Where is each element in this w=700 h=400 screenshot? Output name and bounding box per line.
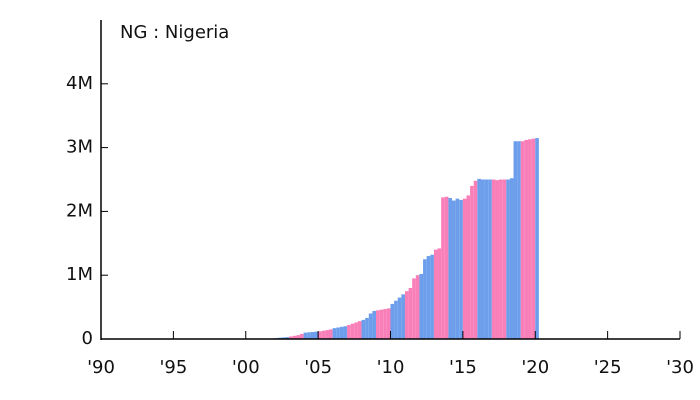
x-tick-label: '95	[159, 357, 187, 378]
x-tick-label: '05	[304, 357, 332, 378]
bar	[376, 310, 380, 339]
bar	[292, 335, 297, 339]
bar	[509, 178, 514, 339]
bar	[531, 138, 536, 339]
bar	[502, 179, 507, 339]
bar	[452, 200, 456, 339]
bar	[296, 335, 301, 339]
bar	[448, 198, 453, 339]
bar	[484, 179, 489, 339]
bar	[408, 287, 413, 339]
x-tick-label: '20	[521, 357, 549, 378]
bar	[426, 256, 431, 339]
bar	[332, 328, 337, 339]
bar	[415, 275, 420, 339]
bar	[477, 178, 481, 339]
bar	[336, 327, 340, 339]
bar	[365, 317, 369, 339]
bar	[470, 185, 474, 339]
bar	[499, 179, 503, 339]
bar	[473, 180, 478, 339]
bar	[535, 138, 539, 339]
bar	[397, 297, 402, 339]
bar	[462, 198, 467, 339]
bar	[488, 179, 492, 339]
bar	[480, 179, 485, 339]
bar	[318, 331, 322, 339]
y-tick-label: 3M	[66, 137, 93, 158]
bar	[307, 332, 311, 339]
x-tick-label: '30	[666, 357, 694, 378]
bar	[517, 141, 521, 339]
bar	[383, 309, 387, 339]
bar	[506, 179, 510, 339]
bar	[528, 139, 532, 339]
bar	[361, 319, 366, 339]
bar	[285, 337, 290, 339]
bar	[455, 198, 460, 339]
bar	[444, 196, 449, 339]
bar	[412, 278, 416, 339]
bar	[303, 332, 308, 339]
x-tick-label: '15	[449, 357, 477, 378]
bar	[328, 329, 333, 339]
x-tick-label: '25	[594, 357, 622, 378]
y-tick-label: 4M	[66, 73, 93, 94]
bar	[430, 254, 434, 339]
bar	[289, 336, 293, 339]
bar	[386, 308, 391, 339]
bar	[520, 141, 525, 339]
bar	[441, 197, 445, 339]
bar	[368, 313, 373, 339]
y-tick-label: 2M	[66, 200, 93, 221]
bar	[401, 294, 405, 339]
x-tick-label: '90	[87, 357, 115, 378]
bar	[524, 139, 529, 339]
bar	[325, 330, 329, 339]
bar	[354, 322, 358, 339]
bar	[339, 326, 344, 339]
bar	[314, 331, 319, 339]
bar	[372, 310, 377, 339]
bar	[419, 273, 424, 339]
bar	[423, 259, 427, 339]
bar	[310, 331, 315, 339]
y-tick-label: 0	[82, 328, 93, 349]
bar	[433, 249, 438, 339]
bar	[357, 321, 362, 339]
bar	[466, 195, 471, 339]
bar	[343, 326, 348, 339]
bar	[513, 141, 518, 339]
bar	[459, 199, 463, 339]
bar	[321, 330, 326, 339]
x-tick-label: '00	[232, 357, 260, 378]
bar	[394, 300, 398, 339]
bar	[495, 180, 500, 339]
bar	[404, 291, 409, 339]
bar	[491, 179, 496, 339]
y-tick-label: 1M	[66, 264, 93, 285]
bar	[390, 303, 395, 339]
chart-title: NG : Nigeria	[120, 22, 229, 43]
x-tick-label: '10	[377, 357, 405, 378]
bar	[347, 324, 351, 339]
bar	[300, 333, 304, 339]
bar	[437, 248, 442, 339]
bar	[379, 309, 384, 339]
bar	[281, 337, 286, 339]
bar	[350, 323, 355, 339]
